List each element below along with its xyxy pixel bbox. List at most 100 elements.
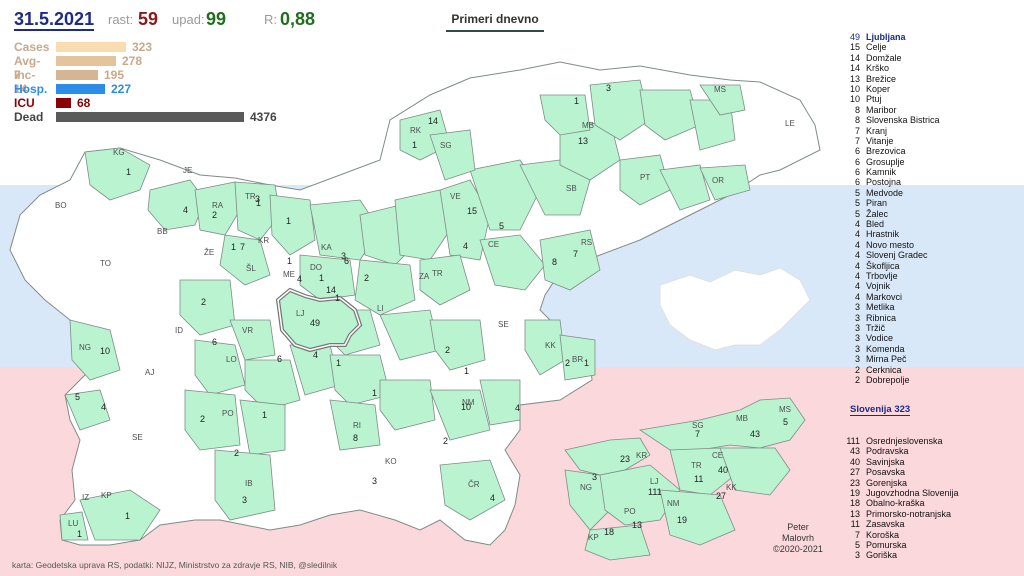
map-case-value: 4 [297,274,302,284]
list-item: 15 Celje [838,42,940,52]
list-count: 19 [849,487,860,498]
list-count: 49 [849,32,860,42]
map-case-value: 7 [240,242,245,252]
inset-region-value: 111 [648,487,662,497]
list-item: 4 Slovenj Gradec [838,250,940,260]
inset-region-value: 40 [718,465,728,475]
map-region-label: DO [310,263,322,272]
map-case-value: 1 [287,256,292,266]
inset-region-value: 5 [783,417,788,427]
stat-bar [56,70,98,80]
map-region-label: TR [432,269,443,278]
list-item: 4 Vojnik [838,281,940,291]
list-item: 6 Postojna [838,177,940,187]
map-region-label: MS [714,85,726,94]
credit-line-2: Malovrh [781,533,814,543]
inset-region-value: 7 [695,429,700,439]
map-case-value: 2 [200,414,205,424]
map-region-label: MB [582,121,594,130]
list-name: Gorenjska [866,477,908,488]
list-count: 23 [849,477,860,488]
list-count: 13 [849,508,860,519]
list-count: 4 [854,270,860,281]
author-credit: Peter Malovrh ©2020-2021 [768,522,828,555]
map-case-value: 1 [584,358,589,368]
inset-region-label: CE [712,451,723,460]
map-region-label: SG [440,141,452,150]
map-case-value: 1 [574,96,579,106]
list-name: Bled [866,219,885,230]
list-count: 3 [854,354,860,365]
stat-bar [56,56,116,66]
list-item: 5 Piran [838,198,940,208]
inset-region-label: MB [736,414,748,423]
list-name: Koper [866,83,891,94]
inset-country-shape [659,267,811,351]
list-name: Slovenska Bistrica [866,115,940,126]
map-region-label: KK [545,341,556,350]
list-name: Grosuplje [866,156,905,167]
map-case-value: 10 [100,346,110,356]
list-name: Vojnik [866,281,891,292]
list-name: Novo mesto [866,239,915,250]
list-name: Koroška [866,529,900,540]
list-count: 4 [854,281,860,292]
list-item: 2 Cerknica [838,365,940,375]
rast-value: 59 [138,9,159,29]
map-case-value: 14 [326,285,336,295]
list-item: 49 Ljubljana [838,32,940,42]
list-item: 111 Osrednjeslovenska [838,436,959,446]
map-region-label: RS [581,238,592,247]
list-count: 5 [854,539,860,550]
map-case-value: 4 [313,350,318,360]
map-region-label: SB [566,184,577,193]
inset-region-label: NM [667,499,680,508]
list-count: 3 [854,333,860,344]
map-case-value: 1 [286,216,291,226]
list-name: Ribnica [866,312,897,323]
list-name: Primorsko-notranjska [866,508,952,519]
list-item: 3 Mirna Peč [838,354,940,364]
list-item: 8 Slovenska Bistrica [838,115,940,125]
ljubljana-outline-inner [277,289,361,351]
map-region-label: BO [55,201,67,210]
map-region-label: ME [283,270,295,279]
inset-region-value: 23 [620,454,630,464]
map-case-value: 4 [490,493,495,503]
list-name: Krško [866,63,890,74]
stat-label: Avg-7 [14,54,41,82]
list-name: Mirna Peč [866,354,907,365]
list-count: 4 [854,219,860,230]
list-name: Zasavska [866,519,905,530]
map-case-value: 5 [499,221,504,231]
map-case-value: 2 [443,436,448,446]
list-count: 4 [854,250,860,261]
list-count: 18 [849,498,860,509]
list-item: 4 Hrastnik [838,229,940,239]
map-region-label: VE [450,192,461,201]
list-name: Tržič [866,322,886,333]
primeri-dnevno-button[interactable]: Primeri dnevno [446,12,544,32]
inset-region-label: KP [588,533,599,542]
inset-region-values: 23 7 43 5 40 11 3 111 27 13 19 18 [592,417,788,537]
list-count: 40 [849,456,860,467]
map-case-value: 1 [125,511,130,521]
list-item: 8 Maribor [838,105,940,115]
map-region-label: RA [212,201,224,210]
list-count: 3 [854,550,860,561]
map-case-value: 1 [262,410,267,420]
map-case-value: 3 [606,83,611,93]
list-name: Celje [866,42,887,53]
list-name: Podravska [866,446,909,457]
map-case-value: 1 [256,198,261,208]
list-name: Cerknica [866,364,902,375]
list-item: 14 Domžale [838,53,940,63]
list-item: 4 Novo mesto [838,240,940,250]
inset-region-label: TR [691,461,702,470]
list-name: Vitanje [866,135,894,146]
map-case-value: 15 [467,206,477,216]
map-case-value: 3 [341,251,346,261]
list-count: 4 [854,260,860,271]
stat-bar [56,42,126,52]
inset-region-value: 19 [677,515,687,525]
